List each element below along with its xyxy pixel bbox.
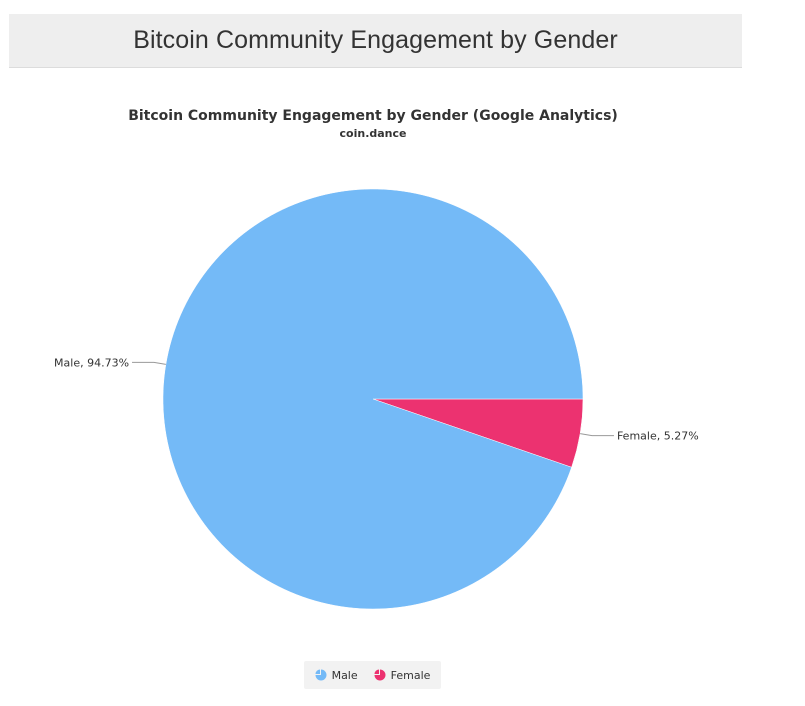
page-header: Bitcoin Community Engagement by Gender: [9, 14, 742, 68]
legend-label-male: Male: [331, 668, 358, 682]
pie-icon: [315, 669, 327, 681]
page-title: Bitcoin Community Engagement by Gender: [133, 26, 618, 54]
chart-subtitle: coin.dance: [340, 127, 407, 140]
pie-slice-male[interactable]: [162, 188, 584, 610]
pie-slices: [162, 188, 584, 610]
label-connector-male: [132, 361, 166, 365]
chart-title: Bitcoin Community Engagement by Gender (…: [128, 108, 618, 124]
chart-legend: Male Female: [304, 661, 441, 689]
label-connector-female: [580, 433, 614, 437]
pie-icon: [374, 669, 386, 681]
legend-item-male[interactable]: Male: [315, 669, 358, 682]
slice-label-female: Female, 5.27%: [617, 430, 699, 443]
pie-labels: Female, 5.27% Male, 94.73%: [54, 356, 699, 442]
slice-label-male: Male, 94.73%: [54, 356, 129, 369]
legend-item-female[interactable]: Female: [374, 668, 431, 682]
legend-label-female: Female: [390, 668, 431, 682]
